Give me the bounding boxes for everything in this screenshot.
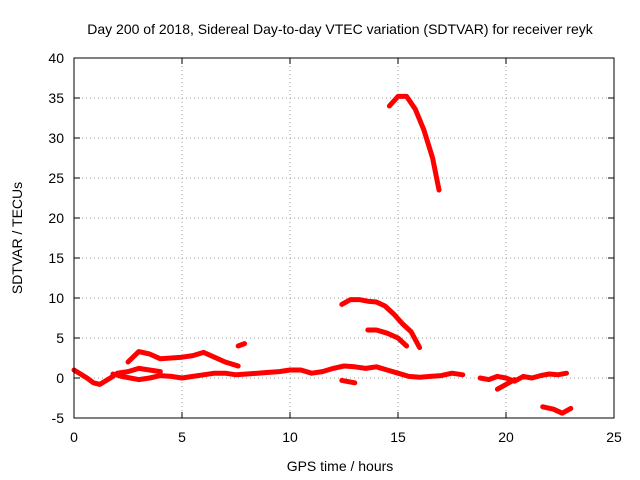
y-tick-label: 5 (56, 330, 64, 346)
series-line-s1 (71, 367, 116, 387)
series-line-s12 (386, 93, 442, 193)
series-line-s8 (540, 404, 574, 416)
tick-layer: 0 5 10 15 20 25 -5 0 5 10 15 20 25 30 35 40 (48, 50, 622, 445)
y-axis-label: SDTVAR / TECUs (9, 182, 25, 294)
y-tick-label: 35 (48, 90, 64, 106)
series-line-s10 (339, 297, 423, 351)
y-tick-label: 10 (48, 290, 64, 306)
series-line-s9 (339, 377, 358, 386)
series-layer (71, 93, 574, 416)
series-line-s3 (125, 349, 241, 369)
series-line-s5 (235, 341, 248, 349)
y-tick-label: 0 (56, 370, 64, 386)
x-tick-label: 25 (606, 429, 622, 445)
plot-frame (73, 57, 615, 419)
chart-title: Day 200 of 2018, Sidereal Day-to-day VTE… (87, 21, 593, 37)
series-line-s6 (477, 370, 569, 384)
series-line-s4 (114, 365, 163, 376)
x-tick-label: 5 (178, 429, 186, 445)
series-line-s11 (365, 327, 410, 349)
y-tick-label: 40 (48, 50, 64, 66)
x-tick-label: 15 (390, 429, 406, 445)
y-tick-label: -5 (52, 410, 65, 426)
series-line-s7 (494, 377, 518, 392)
x-axis-label: GPS time / hours (287, 458, 394, 474)
y-tick-label: 15 (48, 250, 64, 266)
x-tick-label: 0 (70, 429, 78, 445)
x-tick-label: 10 (282, 429, 298, 445)
y-tick-label: 30 (48, 130, 64, 146)
y-tick-label: 20 (48, 210, 64, 226)
x-tick-label: 20 (498, 429, 514, 445)
series-line-s2 (110, 363, 466, 383)
y-tick-label: 25 (48, 170, 64, 186)
